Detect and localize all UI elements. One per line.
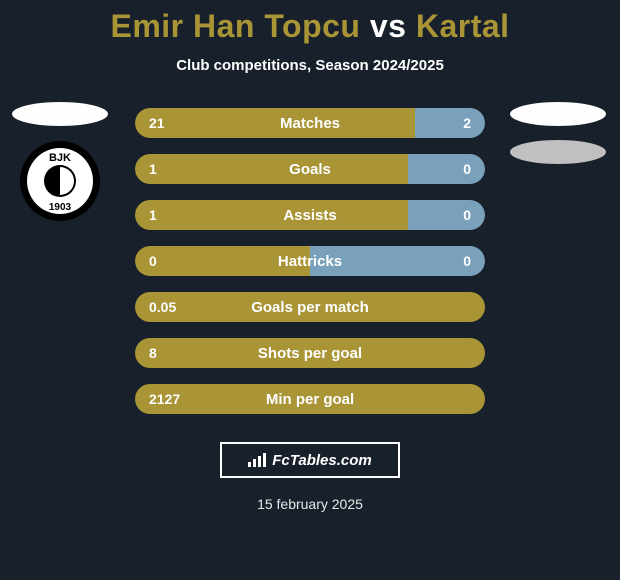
- stat-bars: 21Matches21Goals01Assists00Hattricks00.0…: [135, 108, 485, 414]
- stat-label: Goals per match: [251, 299, 369, 316]
- subtitle: Club competitions, Season 2024/2025: [0, 57, 620, 74]
- stat-value-left: 1: [149, 161, 157, 177]
- stat-value-right: 0: [463, 207, 471, 223]
- stat-label: Assists: [283, 207, 336, 224]
- stat-row-goals-per-match: 0.05 Goals per match: [135, 292, 485, 322]
- stat-value-left: 2127: [149, 391, 180, 407]
- stat-row-shots-per-goal: 8 Shots per goal: [135, 338, 485, 368]
- stat-value-right: 0: [463, 161, 471, 177]
- right-side-badges: [510, 102, 606, 164]
- vs-text: vs: [370, 8, 407, 44]
- stat-label: Matches: [280, 115, 340, 132]
- player2-oval-2: [510, 140, 606, 164]
- stat-value-left: 8: [149, 345, 157, 361]
- bar-fill-right: [408, 154, 485, 184]
- stat-value-right: 2: [463, 115, 471, 131]
- bar-fill-left: [135, 154, 408, 184]
- chart-icon: [248, 453, 266, 467]
- left-side-badges: BJK 1903: [12, 102, 108, 222]
- player1-name: Emir Han Topcu: [110, 8, 360, 44]
- date-text: 15 february 2025: [0, 496, 620, 512]
- stat-label: Shots per goal: [258, 345, 362, 362]
- bar-fill-left: [135, 200, 408, 230]
- stat-label: Min per goal: [266, 391, 354, 408]
- stat-row-goals: 1 Goals 0: [135, 154, 485, 184]
- stat-row-hattricks: 0 Hattricks 0: [135, 246, 485, 276]
- stat-value-left: 1: [149, 207, 157, 223]
- stat-value-right: 0: [463, 253, 471, 269]
- comparison-content: BJK 1903 21Matches21Goals01Assists00Hatt…: [0, 108, 620, 414]
- bar-fill-right: [408, 200, 485, 230]
- stat-label: Goals: [289, 161, 331, 178]
- player1-oval: [12, 102, 108, 126]
- bar-fill-left: [135, 108, 415, 138]
- stat-label: Hattricks: [278, 253, 342, 270]
- page-title: Emir Han Topcu vs Kartal: [0, 0, 620, 45]
- stat-value-left: 0: [149, 253, 157, 269]
- club-logo-left: BJK 1903: [19, 140, 101, 222]
- brand-logo[interactable]: FcTables.com: [220, 442, 400, 478]
- stat-value-left: 0.05: [149, 299, 176, 315]
- svg-text:BJK: BJK: [49, 152, 71, 164]
- brand-text: FcTables.com: [272, 452, 371, 469]
- stat-value-left: 21: [149, 115, 165, 131]
- player2-name: Kartal: [416, 8, 510, 44]
- stat-row-matches: 21 Matches 2: [135, 108, 485, 138]
- svg-text:1903: 1903: [49, 202, 72, 213]
- player2-oval-1: [510, 102, 606, 126]
- stat-row-min-per-goal: 2127 Min per goal: [135, 384, 485, 414]
- bar-fill-right: [415, 108, 485, 138]
- stat-row-assists: 1 Assists 0: [135, 200, 485, 230]
